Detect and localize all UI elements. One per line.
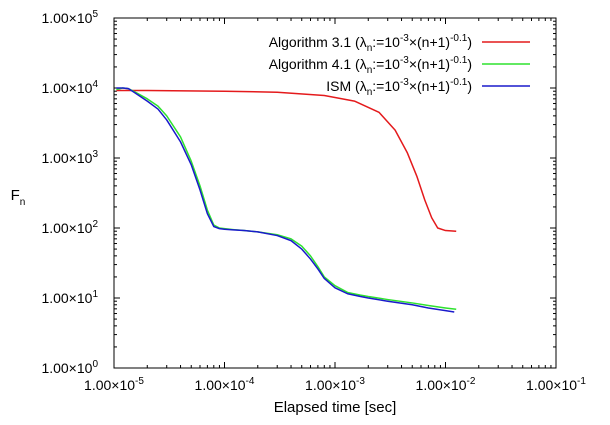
x-tick-label: 1.00×10-1 bbox=[526, 376, 586, 393]
x-tick-label-exponent: -3 bbox=[356, 376, 365, 387]
x-tick-label-base: 1.00×10 bbox=[305, 377, 356, 393]
legend-param-subscript: n bbox=[367, 43, 373, 54]
x-tick-label: 1.00×10-3 bbox=[305, 376, 365, 393]
x-tick-label: 1.00×10-5 bbox=[84, 376, 144, 393]
legend-exponent: -0.1 bbox=[450, 33, 468, 44]
legend-exponent: -3 bbox=[400, 33, 409, 44]
legend-label-2: Algorithm 4.1 (λn:=10-3×(n+1)-0.1) bbox=[269, 55, 472, 76]
x-tick-label-exponent: -5 bbox=[135, 376, 144, 387]
legend-text: :=10 bbox=[372, 56, 400, 72]
legend-param-subscript: n bbox=[367, 87, 373, 98]
legend-exponent: -3 bbox=[400, 77, 409, 88]
y-axis-label: Fn bbox=[11, 187, 26, 208]
x-tick-label-exponent: -1 bbox=[577, 376, 586, 387]
y-tick-label-base: 1.00×10 bbox=[41, 220, 92, 236]
legend-exponent: -0.1 bbox=[450, 77, 468, 88]
legend-text: ×(n+1) bbox=[409, 78, 450, 94]
y-tick-label-base: 1.00×10 bbox=[41, 290, 92, 306]
y-axis-label-main: F bbox=[11, 187, 20, 204]
x-tick-label-exponent: -4 bbox=[246, 376, 255, 387]
legend-label-3: ISM (λn:=10-3×(n+1)-0.1) bbox=[326, 77, 472, 98]
legend-series-name: Algorithm 3.1 ( bbox=[269, 34, 360, 50]
legend-exponent: -0.1 bbox=[450, 55, 468, 66]
y-tick-label: 1.00×102 bbox=[41, 219, 98, 236]
legend-param: λ bbox=[360, 34, 367, 50]
x-tick-label: 1.00×10-2 bbox=[416, 376, 476, 393]
legend-text: :=10 bbox=[372, 34, 400, 50]
y-tick-label: 1.00×104 bbox=[41, 79, 98, 96]
x-tick-label-base: 1.00×10 bbox=[526, 377, 577, 393]
y-tick-label-exponent: 4 bbox=[92, 79, 98, 90]
legend: Algorithm 3.1 (λn:=10-3×(n+1)-0.1)Algori… bbox=[269, 33, 530, 98]
y-tick-label-exponent: 2 bbox=[92, 219, 98, 230]
y-axis-label-subscript: n bbox=[20, 197, 26, 208]
legend-param-subscript: n bbox=[367, 65, 373, 76]
legend-exponent: -3 bbox=[400, 55, 409, 66]
legend-text: :=10 bbox=[372, 78, 400, 94]
y-tick-label: 1.00×101 bbox=[41, 289, 98, 306]
y-tick-label-base: 1.00×10 bbox=[41, 10, 92, 26]
series-lines bbox=[116, 87, 457, 313]
legend-series-name: Algorithm 4.1 ( bbox=[269, 56, 360, 72]
legend-param: λ bbox=[360, 56, 367, 72]
x-tick-label-base: 1.00×10 bbox=[416, 377, 467, 393]
legend-series-name: ISM ( bbox=[326, 78, 360, 94]
x-tick-label: 1.00×10-4 bbox=[195, 376, 255, 393]
y-tick-label-exponent: 5 bbox=[92, 9, 98, 20]
x-tick-label-exponent: -2 bbox=[467, 376, 476, 387]
legend-text: ×(n+1) bbox=[409, 34, 450, 50]
legend-text: ) bbox=[467, 34, 472, 50]
y-tick-label-base: 1.00×10 bbox=[41, 80, 92, 96]
legend-label-1: Algorithm 3.1 (λn:=10-3×(n+1)-0.1) bbox=[269, 33, 472, 54]
x-axis: 1.00×10-5 1.00×10-4 1.00×10-3 1.00×10-2 1.00… bbox=[84, 18, 586, 393]
legend-param: λ bbox=[360, 78, 367, 94]
x-tick-label-base: 1.00×10 bbox=[84, 377, 135, 393]
y-tick-label: 1.00×103 bbox=[41, 149, 98, 166]
legend-text: ) bbox=[467, 78, 472, 94]
y-tick-label-exponent: 0 bbox=[92, 359, 98, 370]
y-tick-label-base: 1.00×10 bbox=[41, 360, 92, 376]
series-line-3 bbox=[116, 87, 455, 313]
legend-text: ×(n+1) bbox=[409, 56, 450, 72]
y-tick-label-base: 1.00×10 bbox=[41, 150, 92, 166]
series-line-1 bbox=[116, 89, 457, 232]
y-tick-label: 1.00×105 bbox=[41, 9, 98, 26]
y-axis: 1.00×1001.00×1011.00×1021.00×1031.00×104… bbox=[41, 9, 556, 376]
legend-text: ) bbox=[467, 56, 472, 72]
y-tick-label-exponent: 3 bbox=[92, 149, 98, 160]
y-tick-label-exponent: 1 bbox=[92, 289, 98, 300]
x-tick-label-base: 1.00×10 bbox=[195, 377, 246, 393]
y-tick-label: 1.00×100 bbox=[41, 359, 98, 376]
x-axis-label: Elapsed time [sec] bbox=[274, 399, 397, 416]
